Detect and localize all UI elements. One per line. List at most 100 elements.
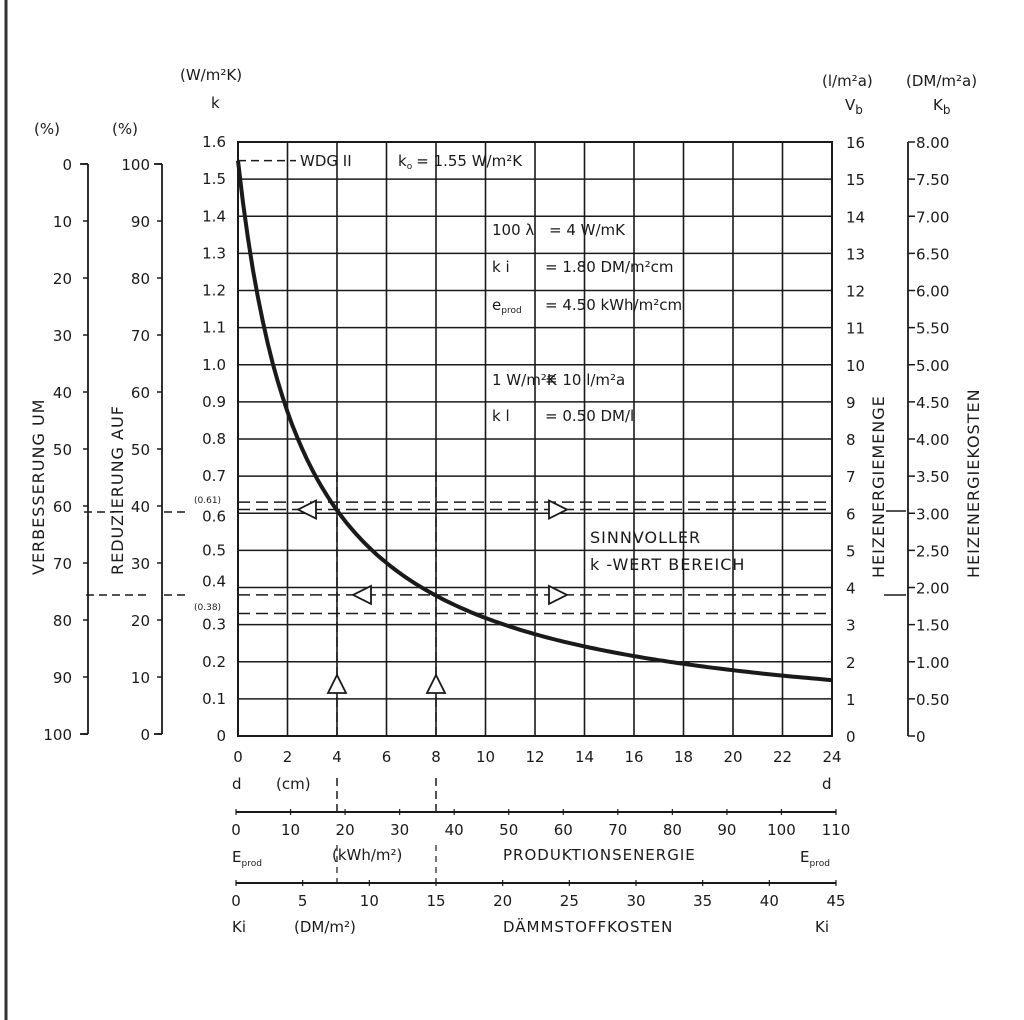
k-axis-tick-label: 1.1 — [202, 319, 226, 337]
bottom-scale-tick-label: 10 — [360, 892, 379, 910]
improvement-axis-unit: (%) — [34, 120, 60, 138]
k-axis-tick-label: 1.3 — [202, 244, 226, 262]
equiv-lhs: 1 W/m²K — [492, 371, 558, 389]
left-axis-tick-label: 80 — [131, 270, 150, 288]
heating-amount-tick-label: 3 — [846, 617, 856, 635]
plot-frame — [237, 141, 833, 737]
heating-cost-tick-label: 2.50 — [916, 542, 949, 560]
arrow-up-marker-d8 — [425, 672, 447, 694]
heating-cost-tick-label: 4.00 — [916, 431, 949, 449]
d-axis-tick-label: 20 — [723, 748, 742, 766]
bottom-scale-tick-label: 45 — [826, 892, 845, 910]
bottom-scales: 0 10 20 30 40 50 60 70 80 90 100 110 0 5 10 15 20 25 30 35 4… — [231, 809, 850, 910]
upper-marked-label: (0.61) — [194, 496, 221, 506]
eprod-title: PRODUKTIONSENERGIE — [503, 846, 696, 864]
heating-amount-tick-label: 7 — [846, 468, 856, 486]
eprod-rhs: = 4.50 kWh/m²cm — [545, 296, 682, 314]
heating-amount-tick-label: 16 — [846, 134, 865, 152]
left-axis-tick-label: 70 — [131, 327, 150, 345]
k-curve-line — [236, 160, 833, 683]
k-axis-tick-label: 0 — [216, 727, 226, 745]
heating-amount-tick-label: 1 — [846, 691, 856, 709]
d-axis-tick-label: 14 — [575, 748, 594, 766]
ki-unit: (DM/m²) — [294, 918, 356, 936]
d-axis-tick-labels: 0 2 4 6 8 10 12 14 16 18 20 22 24 — [233, 748, 841, 766]
left-axis-tick-label: 40 — [53, 384, 72, 402]
k-axis-tick-label: 1.2 — [202, 282, 226, 300]
d-axis-tick-label: 2 — [283, 748, 293, 766]
left-axis-tick-label: 90 — [53, 669, 72, 687]
d-axis-tick-label: 24 — [822, 748, 841, 766]
d-axis-tick-label: 12 — [525, 748, 544, 766]
bottom-scale-tick-label: 60 — [554, 821, 573, 839]
left-axis-tick-label: 80 — [53, 612, 72, 630]
k-axis-tick-label: 0.1 — [202, 690, 226, 708]
k-axis-unit: (W/m²K) — [180, 66, 242, 84]
curve-group — [236, 160, 833, 683]
k-axis-tick-label: 0.7 — [202, 467, 226, 485]
k-axis-tick-label: 1.6 — [202, 133, 226, 151]
d-axis-tick-label: 16 — [624, 748, 643, 766]
improvement-axis-title: VERBESSERUNG UM — [29, 399, 48, 575]
heating-cost-tick-label: 3.00 — [916, 505, 949, 523]
heating-cost-tick-label: 3.50 — [916, 468, 949, 486]
bottom-scale-tick-label: 0 — [231, 821, 241, 839]
heating-cost-tick-label: 0 — [916, 728, 926, 746]
k-axis-tick-label: 1.5 — [202, 170, 226, 188]
right-heating-axes: 01234567891011121314151600.501.001.502.0… — [846, 134, 949, 746]
kl-lhs: k l — [492, 407, 510, 425]
bottom-scale-tick-label: 5 — [298, 892, 308, 910]
bottom-scale-tick-label: 90 — [717, 821, 736, 839]
d-axis-tick-label: 6 — [382, 748, 392, 766]
bottom-scale-tick-label: 15 — [426, 892, 445, 910]
k-axis-tick-label: 1.0 — [202, 356, 226, 374]
heating-cost-unit: (DM/m²a) — [906, 72, 977, 90]
eprod-lhs: eprod — [492, 296, 522, 316]
bottom-scale-tick-label: 30 — [390, 821, 409, 839]
k-axis-tick-label: 1.4 — [202, 207, 226, 225]
left-axis-tick-label: 10 — [53, 213, 72, 231]
k-axis-tick-label: 0.8 — [202, 430, 226, 448]
bottom-scale-tick-label: 25 — [560, 892, 579, 910]
heating-cost-symbol: Kb — [933, 96, 950, 117]
left-axis-tick-label: 20 — [53, 270, 72, 288]
arrow-right-marker-lower — [548, 584, 570, 606]
d-axis-tick-label: 4 — [332, 748, 342, 766]
k-axis-tick-label: 0.9 — [202, 393, 226, 411]
heating-cost-tick-label: 4.50 — [916, 394, 949, 412]
heating-cost-tick-label: 5.50 — [916, 320, 949, 338]
bottom-scale-tick-label: 0 — [231, 892, 241, 910]
region-label-line2: k -WERT BEREICH — [590, 555, 745, 574]
heating-amount-tick-label: 4 — [846, 580, 856, 598]
left-axis-tick-label: 10 — [131, 669, 150, 687]
k-axis-symbol: k — [211, 94, 220, 112]
heating-amount-tick-label: 0 — [846, 728, 856, 746]
region-label-line1: SINNVOLLER — [590, 528, 701, 547]
d-axis-tick-label: 0 — [233, 748, 243, 766]
left-axis-tick-label: 0 — [140, 726, 150, 744]
heating-cost-tick-label: 7.50 — [916, 171, 949, 189]
equiv-rhs: ≘ 10 l/m²a — [545, 371, 625, 389]
heating-cost-tick-label: 8.00 — [916, 134, 949, 152]
bottom-scale-tick-label: 110 — [822, 821, 851, 839]
heating-amount-tick-label: 11 — [846, 320, 865, 338]
k-axis-tick-labels: 0 0.1 0.2 0.3 0.4 0.5 0.6 0.7 0.8 0.9 1.0 1.1 1.2 1.3… — [202, 133, 226, 745]
bottom-scale-tick-label: 70 — [608, 821, 627, 839]
bottom-scale-tick-label: 20 — [493, 892, 512, 910]
left-axis-tick-label: 100 — [121, 156, 150, 174]
reduction-axis-title: REDUZIERUNG AUF — [108, 405, 127, 575]
arrow-up-marker-d4 — [326, 672, 348, 694]
left-axis-tick-label: 50 — [53, 441, 72, 459]
bottom-scale-tick-label: 40 — [445, 821, 464, 839]
left-axis-tick-label: 90 — [131, 213, 150, 231]
ki-title: DÄMMSTOFFKOSTEN — [503, 917, 673, 936]
k-axis-tick-label: 0.2 — [202, 653, 226, 671]
lambda-lhs: 100 λ — [492, 221, 534, 239]
d-axis-unit: (cm) — [276, 775, 311, 793]
bottom-scale-tick-label: 50 — [499, 821, 518, 839]
heating-amount-tick-label: 5 — [846, 542, 856, 560]
heating-cost-title: HEIZENERGIEKOSTEN — [964, 388, 983, 578]
d-axis-tick-label: 18 — [674, 748, 693, 766]
k-axis-tick-label: 0.3 — [202, 616, 226, 634]
